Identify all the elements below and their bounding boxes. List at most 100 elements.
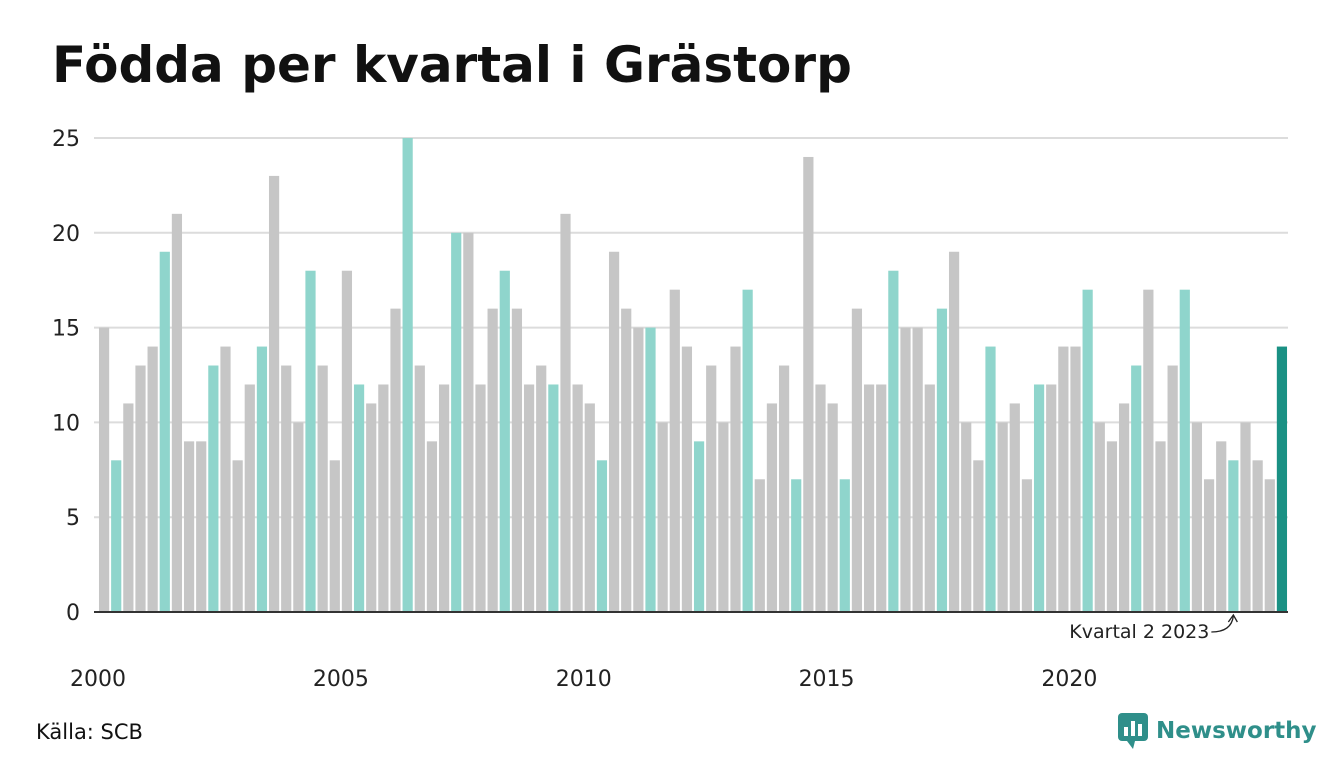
bar	[1179, 289, 1190, 612]
bar	[98, 327, 110, 612]
x-tick-label: 2010	[556, 667, 612, 692]
bar	[536, 365, 547, 612]
bar	[912, 327, 923, 612]
bar	[1058, 346, 1069, 612]
bar	[1240, 422, 1251, 612]
bar	[317, 365, 328, 612]
bar	[475, 384, 486, 612]
x-tick-label: 2005	[313, 667, 369, 692]
bar	[1118, 403, 1130, 612]
bar	[1094, 422, 1105, 612]
bar	[196, 441, 207, 612]
bar	[608, 251, 620, 612]
chart-title: Födda per kvartal i Grästorp	[52, 36, 852, 94]
y-tick-label: 5	[66, 506, 80, 531]
bar	[378, 384, 389, 612]
bar	[183, 441, 195, 612]
annotation-arrow	[1211, 615, 1235, 633]
annotation: Kvartal 2 2023	[1069, 613, 1238, 643]
bar	[1155, 441, 1166, 612]
bar	[1021, 479, 1033, 612]
bar	[1264, 479, 1275, 612]
x-axis: 2000 2005 2010 2015 2020	[70, 667, 1097, 692]
bar	[815, 384, 826, 612]
bar	[1191, 422, 1203, 612]
bar	[985, 346, 996, 612]
bar	[633, 327, 644, 612]
bar	[645, 327, 656, 612]
bar	[366, 403, 377, 612]
bar	[293, 422, 304, 612]
bar	[851, 308, 863, 612]
bar	[1228, 460, 1239, 612]
bar	[1167, 365, 1178, 612]
bar	[256, 346, 268, 612]
bar	[572, 384, 583, 612]
bar	[244, 384, 255, 612]
bar	[742, 289, 753, 612]
bar	[463, 232, 474, 613]
bar	[1131, 365, 1142, 612]
y-tick-label: 0	[66, 601, 80, 626]
bar	[1276, 346, 1288, 612]
bar	[268, 175, 280, 613]
bar	[402, 138, 413, 612]
bar	[341, 270, 353, 612]
y-tick-label: 25	[52, 127, 80, 152]
bar	[1009, 403, 1020, 612]
bar	[900, 327, 911, 612]
y-tick-label: 15	[52, 317, 80, 342]
bar	[584, 403, 595, 612]
bar	[876, 384, 887, 612]
bar	[390, 308, 401, 612]
bar	[596, 460, 608, 612]
bar	[839, 479, 850, 612]
brand-name: Newsworthy	[1156, 718, 1317, 744]
bar	[621, 308, 632, 612]
bar	[147, 346, 158, 612]
newsworthy-icon	[1118, 713, 1148, 749]
bar	[1203, 479, 1215, 612]
bar	[997, 422, 1008, 612]
bar	[791, 479, 802, 612]
bar	[718, 422, 729, 612]
bar	[1143, 289, 1154, 612]
bar	[973, 460, 984, 612]
bar	[511, 308, 523, 612]
bar	[353, 384, 365, 612]
annotation-arrowhead	[1227, 613, 1238, 623]
bar	[451, 232, 462, 613]
newsworthy-logo: Newsworthy	[1118, 713, 1317, 749]
bar	[936, 308, 948, 612]
bar	[1216, 441, 1227, 612]
bar	[961, 422, 972, 612]
bar	[135, 365, 146, 612]
bar	[123, 403, 134, 612]
bar	[1046, 384, 1057, 612]
bar	[426, 441, 438, 612]
bar	[730, 346, 741, 612]
bar	[305, 270, 316, 612]
annotation-label: Kvartal 2 2023	[1069, 621, 1209, 643]
x-tick-label: 2000	[70, 667, 126, 692]
bar	[1106, 441, 1118, 612]
bar	[669, 289, 680, 612]
bar	[766, 403, 778, 612]
bar	[948, 251, 960, 612]
bar	[523, 384, 535, 612]
bar	[499, 270, 510, 612]
bar	[159, 251, 170, 612]
bar	[438, 384, 450, 612]
bar	[414, 365, 425, 612]
bar	[863, 384, 875, 612]
bar	[693, 441, 705, 612]
bar	[560, 213, 571, 612]
bar	[827, 403, 838, 612]
bar	[888, 270, 899, 612]
bars	[94, 138, 1288, 613]
bar	[1033, 384, 1045, 612]
bar	[329, 460, 340, 612]
y-tick-label: 20	[52, 222, 80, 247]
bar	[220, 346, 231, 612]
